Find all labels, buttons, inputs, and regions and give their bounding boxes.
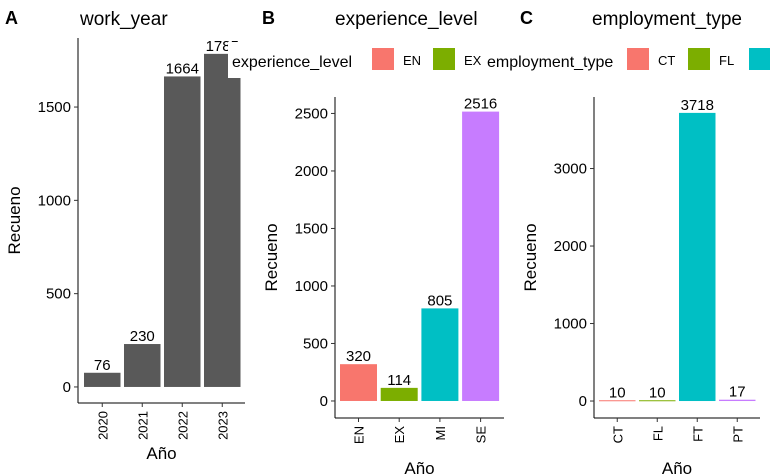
y-tick-label: 1000 [554, 316, 587, 333]
legend-key [749, 48, 770, 70]
y-tick-label: 2000 [295, 163, 328, 180]
y-axis-label: Recueno [262, 223, 281, 291]
x-axis-label: Año [662, 459, 692, 475]
value-label: 114 [387, 372, 411, 389]
bar [164, 76, 201, 387]
bar [421, 308, 459, 401]
legend-key [627, 48, 649, 70]
panel-tag: B [262, 8, 275, 28]
bar [340, 364, 377, 401]
x-tick-label: 2021 [135, 411, 150, 440]
legend-label: EN [403, 53, 421, 68]
legend-title: experience_level [232, 54, 352, 71]
legend-key [433, 48, 455, 70]
bar [639, 400, 676, 402]
value-label: 10 [649, 384, 666, 401]
legend-label: CT [658, 53, 675, 68]
y-tick-label: 1000 [38, 192, 71, 209]
y-axis-label: Recueno [5, 186, 24, 254]
bar [380, 387, 418, 401]
y-tick-label: 1500 [295, 220, 328, 237]
x-tick-label: FT [690, 426, 705, 442]
value-label: 17 [729, 384, 746, 401]
panel-tag: C [520, 8, 533, 28]
legend: employment_typeCTFLFTPT [483, 42, 770, 78]
bar [84, 372, 121, 387]
legend-background [483, 42, 770, 78]
panel-tag: A [5, 8, 18, 28]
value-label: 320 [346, 348, 371, 365]
x-axis-label: Año [146, 444, 176, 463]
value-label: 230 [130, 328, 155, 345]
x-tick-label: PT [730, 426, 745, 443]
legend-key [372, 48, 394, 70]
value-label: 76 [94, 357, 111, 374]
y-tick-label: 0 [63, 379, 71, 396]
x-tick-label: EN [352, 426, 367, 444]
x-tick-label: 2020 [95, 411, 110, 440]
y-tick-label: 500 [46, 286, 71, 303]
bar [679, 112, 716, 402]
y-tick-label: 500 [303, 335, 328, 352]
x-axis-label: Año [404, 459, 434, 475]
value-label: 1664 [166, 60, 199, 77]
legend-label: FL [719, 53, 734, 68]
legend-title: employment_type [487, 54, 613, 71]
x-tick-label: MI [433, 426, 448, 440]
bar [124, 344, 161, 387]
bar [719, 399, 756, 402]
value-label: 805 [427, 292, 452, 309]
y-tick-label: 0 [320, 393, 328, 410]
y-tick-label: 1500 [38, 99, 71, 116]
x-tick-label: CT [610, 426, 625, 443]
x-tick-label: EX [392, 426, 407, 444]
legend-label: EX [464, 53, 482, 68]
panel-title: employment_type [592, 9, 742, 30]
panel-title: work_year [79, 9, 168, 30]
y-tick-label: 1000 [295, 278, 328, 295]
y-tick-label: 0 [579, 393, 587, 410]
value-label: 10 [609, 384, 626, 401]
legend-key [688, 48, 710, 70]
bar [462, 111, 500, 401]
y-tick-label: 3000 [554, 161, 587, 178]
bar [599, 400, 636, 402]
x-tick-label: 2023 [215, 411, 230, 440]
x-tick-label: SE [474, 426, 489, 444]
value-label: 2516 [464, 96, 497, 113]
y-axis-label: Recueno [521, 223, 540, 291]
x-tick-label: FL [650, 426, 665, 441]
bar [204, 53, 241, 387]
y-tick-label: 2000 [554, 238, 587, 255]
y-tick-label: 2500 [295, 105, 328, 122]
value-label: 3718 [681, 97, 714, 114]
panel-title: experience_level [335, 9, 478, 30]
x-tick-label: 2022 [175, 411, 190, 440]
